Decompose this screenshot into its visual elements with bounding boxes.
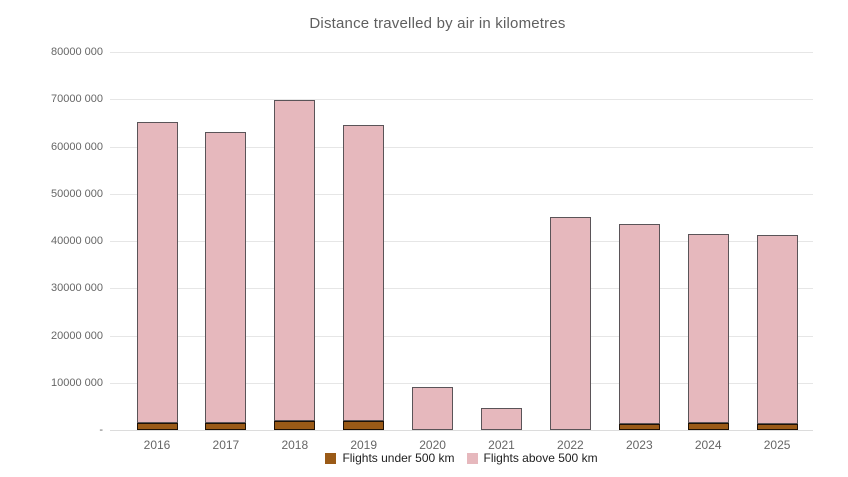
y-tick-label: - bbox=[99, 424, 103, 436]
x-tick-label-2022: 2022 bbox=[557, 438, 584, 452]
y-tick-label: 40000 000 bbox=[51, 235, 103, 247]
bar-segment-under-500km bbox=[343, 421, 385, 430]
gridline bbox=[110, 241, 813, 242]
bar-segment-above-500km bbox=[618, 224, 660, 424]
y-tick-label: 70000 000 bbox=[51, 93, 103, 106]
legend-item: Flights under 500 km bbox=[325, 451, 455, 465]
plot-area: 2016 2017 2018 2019 2020 2021 2022 2023 2024 2025 bbox=[110, 52, 813, 477]
y-tick-label: 10000 000 bbox=[51, 376, 103, 389]
bar-segment-above-500km bbox=[205, 132, 247, 423]
bar-2024 bbox=[687, 234, 729, 430]
chart-title: Distance travelled by air in kilometres bbox=[309, 15, 566, 32]
x-axis-baseline bbox=[110, 430, 813, 431]
x-tick-label-2023: 2023 bbox=[625, 438, 653, 452]
legend-label: Flights above 500 km bbox=[483, 451, 598, 465]
bar-2018 bbox=[274, 100, 316, 430]
bar-segment-above-500km bbox=[136, 122, 178, 423]
bar-segment-above-500km bbox=[274, 100, 316, 421]
bar-2019 bbox=[343, 125, 385, 430]
gridline bbox=[110, 335, 813, 337]
bar-segment-above-500km bbox=[687, 234, 729, 423]
x-tick-label-2016: 2016 bbox=[143, 438, 171, 452]
legend-label: Flights under 500 km bbox=[342, 451, 455, 465]
gridline bbox=[110, 193, 813, 195]
bar-segment-under-500km bbox=[687, 423, 729, 430]
y-tick-label: 30000 000 bbox=[51, 282, 103, 295]
y-tick-label: 50000 000 bbox=[51, 187, 103, 200]
bar-segment-above-500km bbox=[343, 125, 385, 421]
bar-2017 bbox=[205, 132, 247, 430]
x-tick-label-2020: 2020 bbox=[419, 438, 446, 452]
gridline bbox=[110, 99, 813, 101]
bar-2021 bbox=[481, 408, 522, 430]
gridline bbox=[110, 288, 813, 290]
bar-segment-under-500km bbox=[205, 423, 247, 430]
y-tick-label: 20000 000 bbox=[51, 329, 103, 342]
bar-segment-above-500km bbox=[412, 387, 454, 430]
bar-segment-under-500km bbox=[756, 424, 798, 430]
bar-segment-under-500km bbox=[618, 424, 660, 430]
bar-segment-above-500km bbox=[756, 235, 798, 424]
gridline bbox=[110, 52, 813, 53]
gridline bbox=[110, 382, 813, 384]
bar-segment-under-500km bbox=[274, 421, 316, 430]
y-tick-label: 60000 000 bbox=[51, 140, 103, 153]
x-tick-label-2019: 2019 bbox=[350, 438, 378, 452]
legend-swatch bbox=[466, 452, 478, 464]
bar-segment-above-500km bbox=[549, 217, 591, 430]
x-tick-label-2018: 2018 bbox=[281, 438, 309, 452]
legend: Flights under 500 km Flights above 500 km bbox=[110, 451, 813, 465]
bar-2025 bbox=[756, 235, 798, 430]
legend-item: Flights above 500 km bbox=[466, 451, 598, 465]
bar-2016 bbox=[136, 122, 178, 430]
x-tick-label-2024: 2024 bbox=[694, 438, 722, 452]
bar-segment-under-500km bbox=[136, 423, 178, 430]
bar-2023 bbox=[618, 224, 660, 430]
x-tick-label-2017: 2017 bbox=[212, 438, 240, 452]
bar-segment-above-500km bbox=[481, 408, 522, 430]
y-tick-label: 80000 000 bbox=[51, 46, 103, 58]
x-tick-label-2025: 2025 bbox=[763, 438, 791, 452]
bar-2022 bbox=[549, 217, 591, 430]
x-tick-label-2021: 2021 bbox=[488, 438, 515, 452]
bar-2020 bbox=[412, 387, 454, 430]
legend-swatch bbox=[325, 452, 337, 464]
gridline bbox=[110, 146, 813, 148]
